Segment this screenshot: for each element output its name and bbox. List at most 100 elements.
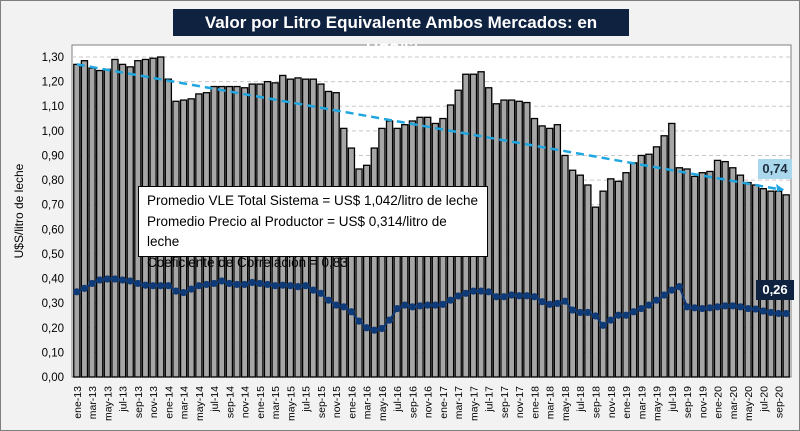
point-productor	[210, 279, 218, 288]
point-productor	[744, 304, 752, 313]
bar-vle	[530, 117, 539, 378]
point-productor	[73, 288, 81, 296]
point-productor	[256, 279, 264, 288]
x-tick-label: mar-13	[87, 386, 99, 419]
bar-vle	[538, 125, 546, 378]
point-productor	[157, 282, 165, 290]
point-productor	[569, 306, 577, 314]
point-productor	[546, 300, 554, 308]
x-tick-label: jul-17	[484, 386, 496, 413]
point-productor	[439, 300, 447, 308]
y-tick-label: 0,90	[42, 150, 64, 162]
bar-vle	[652, 146, 661, 378]
point-productor	[172, 287, 180, 295]
point-productor	[294, 283, 302, 291]
x-tick-label: ene-13	[72, 386, 84, 419]
y-tick-label: 1,20	[42, 77, 64, 89]
point-productor	[774, 309, 783, 318]
bar-vle	[111, 58, 119, 378]
point-productor	[500, 293, 508, 301]
point-productor	[538, 298, 546, 306]
x-tick-label: may-18	[560, 386, 572, 421]
x-tick-label: sep-14	[224, 386, 236, 418]
x-tick-label: nov-19	[697, 386, 709, 418]
point-productor	[408, 303, 417, 311]
point-productor	[492, 293, 500, 301]
point-productor	[424, 301, 432, 309]
point-productor	[614, 311, 622, 319]
bar-vle	[95, 69, 104, 378]
x-tick-label: mar-15	[270, 386, 282, 419]
chart-title: Valor por Litro Equivalente Ambos Mercad…	[173, 9, 629, 59]
x-tick-label: mar-18	[545, 386, 557, 419]
bar-vle	[118, 63, 127, 378]
point-productor	[691, 304, 699, 312]
point-productor	[767, 308, 775, 317]
point-productor	[469, 287, 478, 295]
point-productor	[96, 276, 104, 284]
bar-vle	[706, 170, 714, 378]
x-tick-label: may-16	[377, 386, 389, 421]
x-tick-label: nov-18	[606, 386, 618, 418]
point-productor	[462, 289, 470, 297]
point-productor	[309, 286, 317, 294]
x-tick-label: jul-19	[667, 386, 679, 413]
point-productor	[668, 286, 676, 294]
bar-vle	[614, 180, 623, 378]
x-tick-label: ene-18	[529, 386, 541, 419]
x-tick-label: sep-20	[774, 386, 786, 418]
point-productor	[347, 308, 356, 316]
point-productor	[683, 303, 691, 311]
point-productor	[118, 276, 127, 284]
point-productor	[218, 277, 226, 285]
line-productor	[76, 278, 787, 332]
x-tick-label: may-20	[743, 386, 755, 421]
bar-vle	[500, 99, 508, 378]
point-productor	[477, 287, 485, 295]
point-productor	[599, 321, 607, 329]
callout-last-productor: 0,26	[756, 280, 794, 300]
x-tick-label: nov-16	[423, 386, 435, 418]
point-productor	[416, 302, 424, 310]
x-tick-label: ene-20	[713, 386, 725, 419]
stats-box: Promedio VLE Total Sistema = US$ 1,042/l…	[138, 186, 488, 270]
bar-vle	[103, 68, 112, 378]
x-tick-label: mar-19	[636, 386, 648, 419]
point-productor	[759, 307, 767, 315]
bar-vle	[546, 127, 554, 378]
bar-vle	[515, 100, 523, 378]
bar-vle	[584, 184, 592, 378]
x-tick-label: ene-15	[255, 386, 267, 419]
x-tick-label: may-17	[468, 386, 480, 421]
stat-correlation: Coeficiente de Correlación = 0,83	[147, 254, 348, 270]
point-productor	[332, 301, 340, 309]
point-productor	[713, 303, 722, 311]
point-productor	[111, 275, 119, 283]
point-productor	[660, 291, 668, 299]
bar-vle	[698, 172, 706, 378]
point-productor	[622, 311, 630, 319]
x-tick-label: mar-16	[362, 386, 374, 419]
x-tick-label: may-14	[194, 386, 206, 421]
point-productor	[241, 280, 249, 289]
point-productor	[378, 324, 386, 333]
point-productor	[645, 301, 653, 309]
x-tick-label: mar-17	[453, 386, 465, 419]
bar-vle	[362, 164, 371, 378]
bar-vle	[690, 175, 699, 378]
point-productor	[652, 296, 661, 304]
point-productor	[340, 303, 348, 311]
stat-avg-vle: Promedio VLE Total Sistema = US$ 1,042/l…	[147, 193, 479, 208]
bar-vle	[561, 154, 569, 378]
point-productor	[363, 324, 371, 332]
point-productor	[698, 304, 706, 313]
bar-vle	[507, 99, 516, 378]
y-tick-label: 0,60	[42, 224, 64, 236]
y-tick-label: 0,70	[42, 200, 64, 212]
x-tick-label: may-13	[102, 386, 114, 421]
point-productor	[141, 281, 150, 289]
callout-last-vle: 0,74	[758, 159, 792, 179]
bar-vle	[645, 153, 653, 378]
point-productor	[637, 304, 645, 313]
x-tick-label: sep-17	[499, 386, 511, 418]
